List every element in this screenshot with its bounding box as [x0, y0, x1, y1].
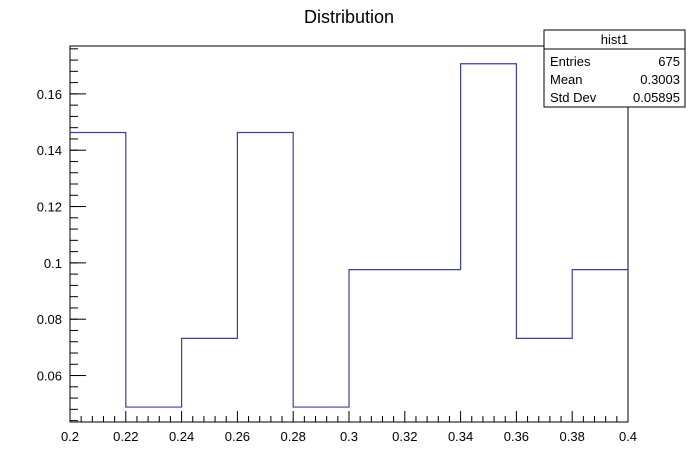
x-axis: 0.2 0.22 0.24 0.26 0.28 0.3 0.32 0.34 0.36 0.38 0.… — [61, 411, 637, 444]
y-tick-label: 0.08 — [37, 312, 62, 327]
chart-title: Distribution — [304, 7, 394, 27]
x-tick-label: 0.34 — [448, 429, 473, 444]
y-tick-label: 0.16 — [37, 87, 62, 102]
x-tick-label: 0.28 — [281, 429, 306, 444]
histogram-bin — [70, 132, 126, 422]
stats-row-label: Mean — [550, 72, 583, 87]
histogram-bin — [572, 270, 628, 422]
histogram-bin — [293, 407, 349, 422]
stats-box-title: hist1 — [601, 32, 628, 47]
y-tick-label: 0.1 — [44, 256, 62, 271]
stats-row-value: 0.05895 — [633, 90, 680, 105]
stats-row-label: Entries — [550, 54, 591, 69]
x-tick-label: 0.2 — [61, 429, 79, 444]
histogram-bin — [461, 64, 517, 422]
y-axis: 0.06 0.08 0.1 0.12 0.14 0.16 — [37, 48, 86, 422]
x-tick-label: 0.4 — [619, 429, 637, 444]
stats-rows: Entries 675 Mean 0.3003 Std Dev 0.05895 — [550, 54, 680, 105]
stats-row-value: 675 — [658, 54, 680, 69]
x-tick-label: 0.22 — [113, 429, 138, 444]
histogram-bin — [126, 407, 182, 422]
histogram-bin — [349, 270, 405, 422]
histogram-series-line — [70, 63, 628, 408]
x-tick-label: 0.32 — [392, 429, 417, 444]
y-tick-label: 0.06 — [37, 369, 62, 384]
y-tick-label: 0.14 — [37, 143, 62, 158]
histogram-bin — [237, 132, 293, 422]
stats-box: hist1 Entries 675 Mean 0.3003 Std Dev 0.05895 — [543, 29, 686, 108]
x-tick-label: 0.36 — [504, 429, 529, 444]
histogram-bin — [516, 338, 572, 422]
histogram-bins — [70, 64, 628, 422]
x-tick-label: 0.3 — [340, 429, 358, 444]
histogram-bin — [405, 270, 461, 422]
stats-row-label: Std Dev — [550, 90, 597, 105]
x-tick-label: 0.26 — [225, 429, 250, 444]
x-tick-label: 0.24 — [169, 429, 194, 444]
x-tick-label: 0.38 — [560, 429, 585, 444]
y-tick-label: 0.12 — [37, 200, 62, 215]
stats-box-frame — [543, 29, 686, 108]
stats-row-value: 0.3003 — [640, 72, 680, 87]
histogram-bin — [182, 338, 238, 422]
